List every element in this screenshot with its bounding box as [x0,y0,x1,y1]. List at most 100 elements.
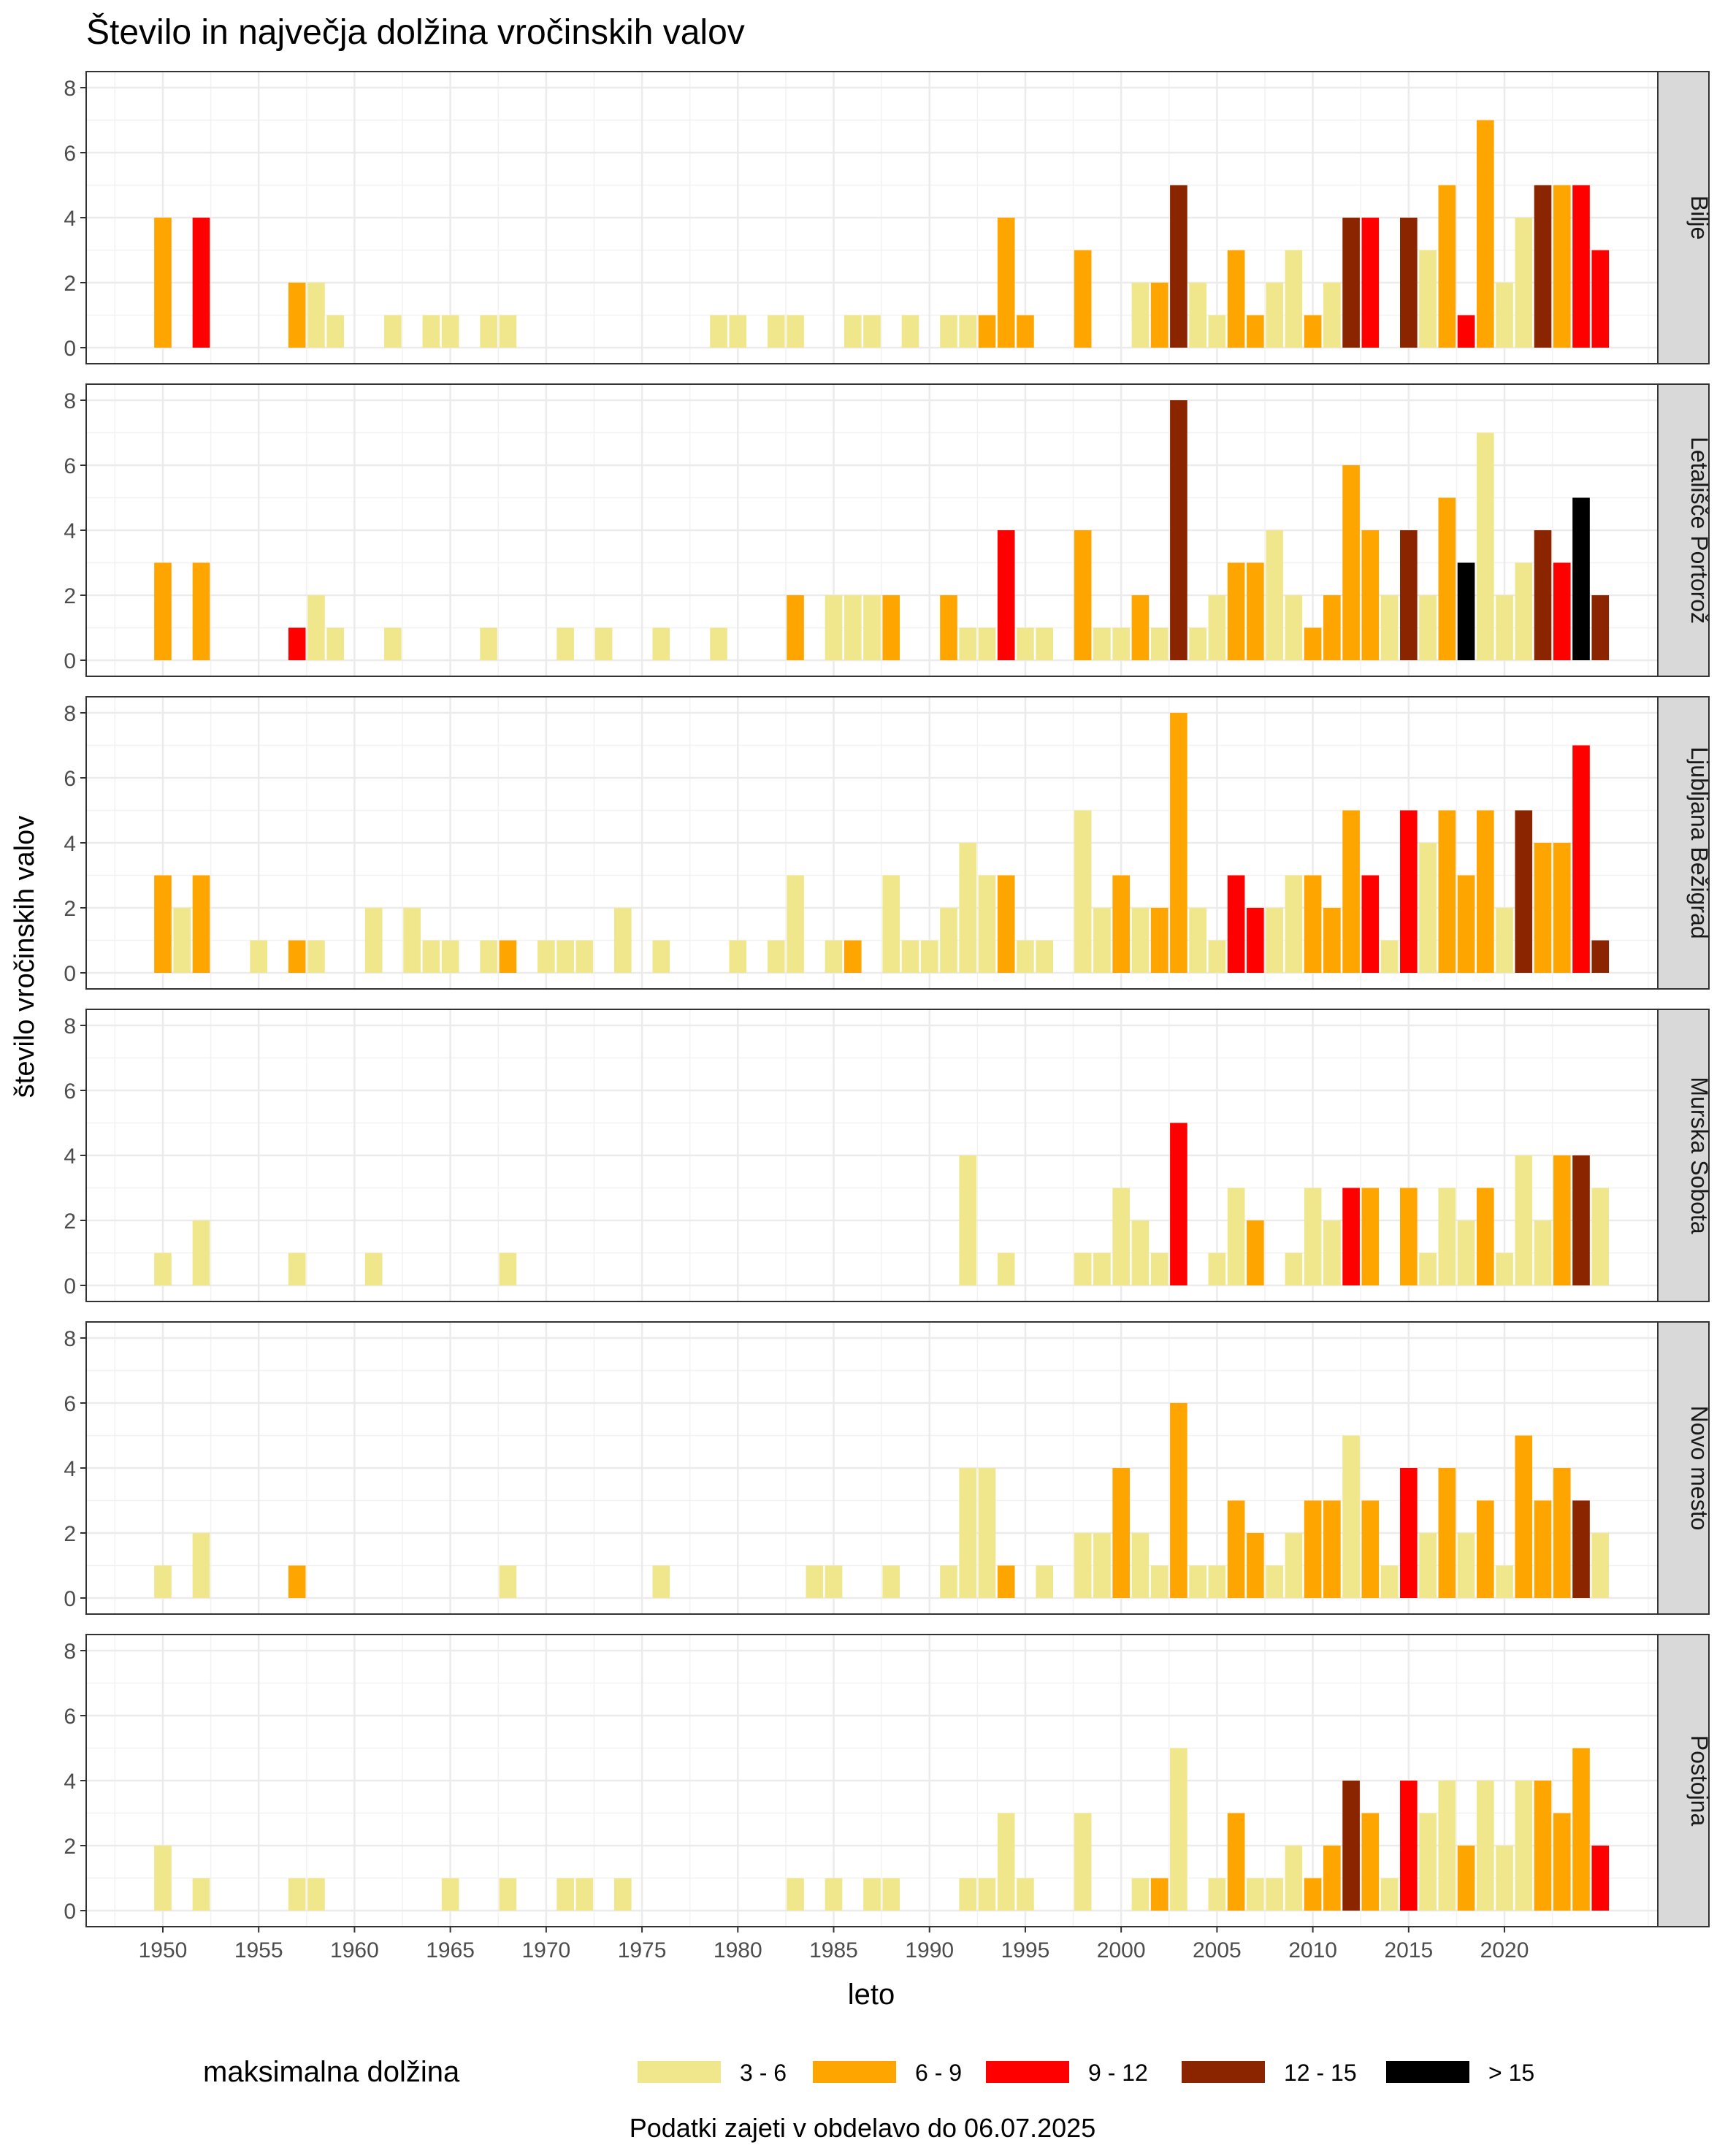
bar-2023 [1553,1813,1571,1911]
bar-2002 [1150,1565,1169,1598]
bar-1983 [787,595,804,660]
bar-1998 [1074,810,1092,973]
y-tick-label: 6 [64,1392,76,1416]
y-tick-label: 4 [64,1770,76,1794]
x-tick-label: 1965 [426,1938,475,1962]
bar-2007 [1247,562,1264,660]
bar-2004 [1189,1565,1206,1598]
bar-2008 [1266,908,1283,973]
bar-2013 [1361,1500,1380,1598]
bar-1992 [959,843,977,973]
bar-2018 [1457,1533,1475,1598]
bar-2021 [1515,562,1533,660]
bar-2015 [1400,530,1418,660]
bar-1968 [499,1253,517,1285]
chart-title: Število in največja dolžina vročinskih v… [86,12,745,52]
bar-2022 [1534,843,1552,973]
bar-2019 [1476,1188,1494,1285]
bar-1995 [1017,940,1034,973]
bar-1991 [940,595,957,660]
bar-2003 [1170,185,1187,348]
bar-2016 [1419,1253,1437,1285]
bar-2012 [1342,1188,1360,1285]
bar-2019 [1476,432,1494,660]
bar-2021 [1515,1435,1533,1598]
y-tick-label: 6 [64,1079,76,1104]
bar-1991 [940,1565,957,1598]
bar-2005 [1208,940,1226,973]
bar-2013 [1361,530,1380,660]
bar-2023 [1553,562,1571,660]
legend-label-5: > 15 [1488,2060,1534,2086]
y-tick-label: 8 [64,1014,76,1039]
bar-2003 [1170,1123,1187,1285]
bar-2007 [1247,1220,1264,1285]
facet-strip-label: Novo mesto [1686,1406,1713,1531]
y-tick-label: 2 [64,1209,76,1234]
y-tick-label: 0 [64,1900,76,1924]
y-tick-label: 2 [64,897,76,921]
bar-2000 [1112,1468,1130,1598]
bar-2016 [1419,1533,1437,1598]
facet-strip-label: Murska Sobota [1686,1077,1713,1234]
bar-1987 [863,595,881,660]
bar-2025 [1591,940,1610,973]
bar-1985 [825,940,843,973]
bar-2023 [1553,1468,1571,1598]
bar-2016 [1419,843,1437,973]
y-axis-title: število vročinskih valov [9,816,40,1098]
bar-1994 [997,530,1015,660]
bar-1957 [288,283,306,348]
y-tick-label: 6 [64,454,76,478]
bar-1970 [538,940,555,973]
y-tick-label: 8 [64,1327,76,1351]
bar-1974 [614,908,632,973]
bar-2016 [1419,1813,1437,1911]
bar-1986 [844,940,862,973]
bar-2009 [1285,1846,1303,1911]
bar-1959 [326,627,344,660]
y-tick-label: 4 [64,1457,76,1481]
x-tick-label: 2020 [1480,1938,1529,1962]
bar-2010 [1304,875,1322,973]
bar-1987 [863,315,881,348]
bar-1983 [787,1878,804,1911]
bar-1986 [844,315,862,348]
bar-2002 [1150,1878,1169,1911]
bar-2011 [1323,1500,1341,1598]
bar-1998 [1074,1253,1092,1285]
chart-caption: Podatki zajeti v obdelavo do 06.07.2025 [630,2113,1095,2143]
bar-1998 [1074,530,1092,660]
bar-1974 [614,1878,632,1911]
facet-strip [1657,1009,1710,1302]
bar-2020 [1496,1846,1513,1911]
facet-strip [1657,696,1710,990]
x-tick-label: 2005 [1193,1938,1242,1962]
bar-2025 [1591,1188,1610,1285]
bar-1950 [154,1565,172,1598]
bar-1968 [499,315,517,348]
bar-2012 [1342,1435,1360,1598]
bar-2014 [1380,1565,1399,1598]
bar-2000 [1112,875,1130,973]
bar-1985 [825,1878,843,1911]
bar-2016 [1419,250,1437,348]
x-tick-label: 1955 [234,1938,283,1962]
bar-1964 [422,940,440,973]
bar-1958 [307,1878,325,1911]
bar-1962 [384,315,402,348]
bar-1999 [1093,627,1111,660]
x-axis: 1950 1955 1960 1965 1970 1975 1980 1985 1990 1995… [139,1927,1529,1962]
bar-1971 [556,940,574,973]
bar-1957 [288,1565,306,1598]
bar-1999 [1093,908,1111,973]
bar-2019 [1476,810,1494,973]
bar-2018 [1457,315,1475,348]
bar-1996 [1036,627,1054,660]
y-tick-label: 4 [64,1144,76,1169]
bar-1984 [806,1565,824,1598]
bar-2025 [1591,250,1610,348]
bar-2024 [1572,1155,1590,1285]
x-tick-label: 1970 [521,1938,570,1962]
bar-2008 [1266,283,1283,348]
